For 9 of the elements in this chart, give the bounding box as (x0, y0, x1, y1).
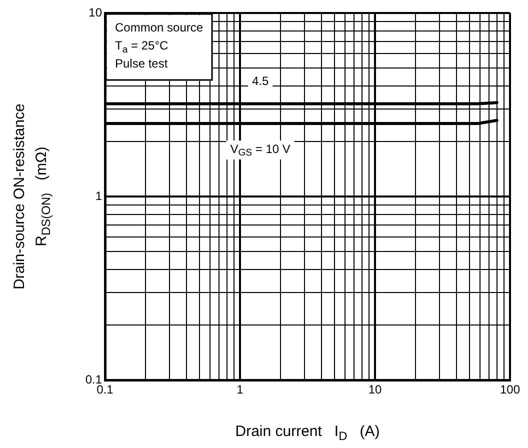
y-tick-label: 0.1 (85, 372, 102, 386)
y-tick-label: 10 (88, 5, 102, 20)
series-label: 4.5 (252, 74, 269, 88)
annotation: Pulse test (115, 56, 168, 70)
y-tick-label: 1 (95, 188, 102, 203)
annotation: Common source (115, 20, 204, 34)
x-tick-label: 100 (500, 382, 520, 397)
x-tick-label: 1 (236, 382, 244, 397)
x-tick-label: 10 (368, 382, 382, 397)
